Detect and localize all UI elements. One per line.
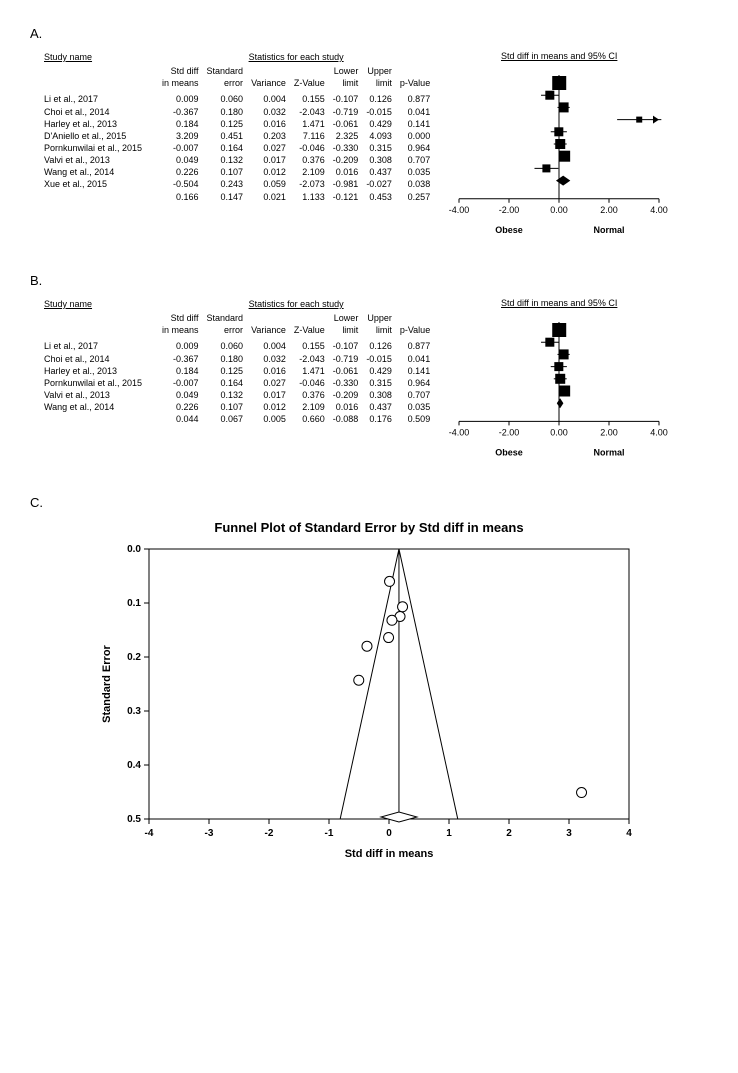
table-row: Harley et al., 20130.1840.1250.0161.471-…	[40, 365, 434, 377]
svg-text:Normal: Normal	[594, 447, 625, 457]
svg-text:4.00: 4.00	[650, 205, 668, 215]
panel-a-table: Study name Statistics for each study Std…	[40, 51, 434, 203]
svg-text:0.00: 0.00	[550, 427, 568, 437]
svg-text:Obese: Obese	[495, 447, 523, 457]
forest-plot-a: -4.00 -2.00 0.00 2.00 4.00 Obese Normal	[444, 63, 674, 238]
forest-plot-b: -4.00 -2.00 0.00 2.00 4.00 Obese Normal	[444, 310, 674, 460]
col-study-b: Study name	[40, 298, 158, 312]
svg-text:2.00: 2.00	[600, 205, 618, 215]
svg-text:Normal: Normal	[594, 225, 625, 235]
forest-header-b: Std diff in means and 95% CI	[444, 298, 674, 308]
svg-text:3: 3	[566, 828, 572, 839]
table-row: Wang et al., 20140.2260.1070.0122.1090.0…	[40, 401, 434, 413]
svg-text:0.2: 0.2	[127, 652, 141, 663]
svg-text:0.5: 0.5	[127, 814, 141, 825]
svg-text:0.00: 0.00	[550, 205, 568, 215]
funnel-plot: -4 -3 -2 -1 0 1 2 3 4 0.0 0.1 0.2 0.3 0.4 0.5 Std diff …	[94, 539, 644, 869]
col-lower: Lowerlimit	[329, 65, 363, 93]
table-row: Valvi et al., 20130.0490.1320.0170.376-0…	[40, 389, 434, 401]
svg-text:0: 0	[386, 828, 392, 839]
svg-text:0.1: 0.1	[127, 598, 141, 609]
table-row: Pornkunwilai et al., 2015-0.0070.1640.02…	[40, 142, 434, 154]
svg-text:0.0: 0.0	[127, 544, 141, 555]
svg-text:-3: -3	[205, 828, 214, 839]
table-row: Li et al., 20170.0090.0600.0040.155-0.10…	[40, 93, 434, 105]
svg-text:-2.00: -2.00	[499, 427, 520, 437]
table-row: Wang et al., 20140.2260.1070.0122.1090.0…	[40, 166, 434, 178]
col-p: p-Value	[396, 65, 434, 93]
col-stderr: Standarderror	[203, 65, 248, 93]
svg-text:Std diff in means: Std diff in means	[345, 848, 434, 860]
svg-text:-4: -4	[145, 828, 154, 839]
svg-text:-4.00: -4.00	[449, 427, 470, 437]
table-row: Pornkunwilai et al., 2015-0.0070.1640.02…	[40, 377, 434, 389]
svg-text:4: 4	[626, 828, 632, 839]
table-row: Li et al., 20170.0090.0600.0040.155-0.10…	[40, 340, 434, 352]
col-study: Study name	[40, 51, 158, 65]
svg-text:-1: -1	[325, 828, 334, 839]
panel-b-block: Study name Statistics for each study Std…	[40, 298, 708, 465]
col-stddiff: Std diffin means	[158, 65, 203, 93]
col-stats-header-b: Statistics for each study	[158, 298, 434, 312]
panel-a-label: A.	[30, 26, 708, 41]
svg-text:Obese: Obese	[495, 225, 523, 235]
svg-text:1: 1	[446, 828, 452, 839]
table-row: Valvi et al., 20130.0490.1320.0170.376-0…	[40, 154, 434, 166]
svg-text:-2.00: -2.00	[499, 205, 520, 215]
table-row: Choi et al., 2014-0.3670.1800.032-2.043-…	[40, 353, 434, 365]
summary-row: 0.1660.1470.0211.133-0.1210.4530.257	[40, 191, 434, 203]
svg-text:2: 2	[506, 828, 512, 839]
table-row: Xue et al., 2015-0.5040.2430.059-2.073-0…	[40, 178, 434, 190]
panel-a-block: Study name Statistics for each study Std…	[40, 51, 708, 243]
table-row: Harley et al., 20130.1840.1250.0161.471-…	[40, 118, 434, 130]
col-upper: Upperlimit	[362, 65, 396, 93]
funnel-title: Funnel Plot of Standard Error by Std dif…	[30, 520, 708, 535]
svg-text:-4.00: -4.00	[449, 205, 470, 215]
panel-b-label: B.	[30, 273, 708, 288]
col-z: Z-Value	[290, 65, 329, 93]
summary-row: 0.0440.0670.0050.660-0.0880.1760.509	[40, 413, 434, 425]
svg-text:0.3: 0.3	[127, 706, 141, 717]
svg-text:2.00: 2.00	[600, 427, 618, 437]
svg-text:0.4: 0.4	[127, 760, 141, 771]
table-row: Choi et al., 2014-0.3670.1800.032-2.043-…	[40, 106, 434, 118]
panel-c-block: Funnel Plot of Standard Error by Std dif…	[30, 520, 708, 874]
panel-c-label: C.	[30, 495, 708, 510]
svg-text:4.00: 4.00	[650, 427, 668, 437]
panel-b-table: Study name Statistics for each study Std…	[40, 298, 434, 425]
table-row: D'Aniello et al., 20153.2090.4510.2037.1…	[40, 130, 434, 142]
col-variance: Variance	[247, 65, 290, 93]
svg-text:Standard Error: Standard Error	[101, 644, 113, 722]
svg-text:-2: -2	[265, 828, 274, 839]
forest-header-a: Std diff in means and 95% CI	[444, 51, 674, 61]
col-stats-header: Statistics for each study	[158, 51, 434, 65]
